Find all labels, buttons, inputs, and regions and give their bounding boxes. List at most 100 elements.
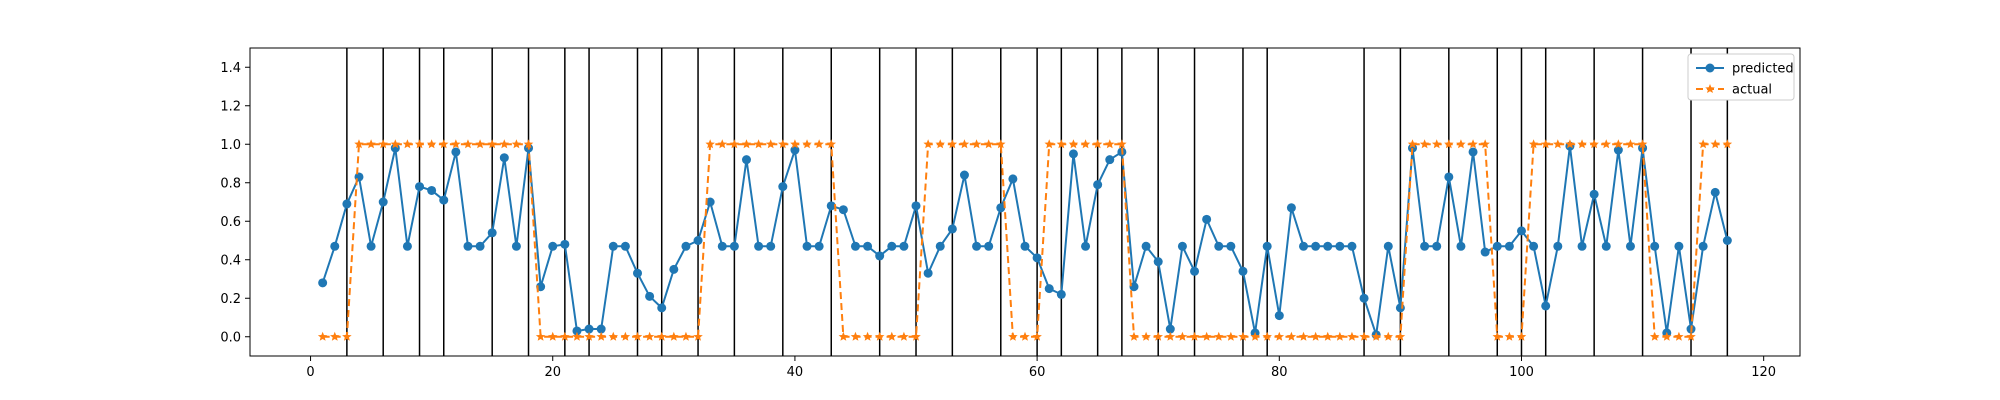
actual-point xyxy=(1710,139,1720,149)
predicted-point xyxy=(1020,241,1030,251)
predicted-point xyxy=(463,241,473,251)
predicted-point xyxy=(318,278,328,288)
actual-point xyxy=(1226,331,1236,341)
actual-point xyxy=(378,139,388,149)
x-tick-label: 20 xyxy=(544,365,561,380)
actual-point xyxy=(862,331,873,341)
predicted-point xyxy=(1226,241,1236,251)
actual-point xyxy=(753,139,764,149)
actual-point xyxy=(1165,331,1176,341)
actual-point xyxy=(1177,331,1188,341)
predicted-point xyxy=(427,185,437,195)
actual-point xyxy=(1080,139,1091,149)
actual-point xyxy=(1347,331,1357,341)
actual-point xyxy=(1540,139,1551,149)
actual-point xyxy=(959,139,970,149)
actual-point xyxy=(1674,331,1684,341)
actual-point xyxy=(1662,331,1672,341)
predicted-point xyxy=(1529,241,1539,251)
predicted-point xyxy=(899,241,909,251)
predicted-point xyxy=(1625,241,1635,251)
x-tick-label: 40 xyxy=(787,365,804,380)
predicted-point xyxy=(1105,155,1115,165)
predicted-point xyxy=(790,145,800,155)
actual-point xyxy=(1637,139,1648,149)
predicted-point xyxy=(1347,241,1357,251)
predicted-point xyxy=(657,303,667,313)
predicted-point xyxy=(1129,282,1139,292)
predicted-point xyxy=(1650,241,1660,251)
x-tick-label: 0 xyxy=(306,365,314,380)
predicted-point xyxy=(1093,180,1103,190)
actual-point xyxy=(1419,139,1430,149)
predicted-point xyxy=(1274,311,1284,321)
plot-area xyxy=(317,48,1733,356)
predicted-point xyxy=(499,153,509,163)
predicted-point xyxy=(1032,253,1042,263)
y-tick-label: 0.6 xyxy=(220,215,241,230)
actual-point xyxy=(693,331,703,341)
actual-point xyxy=(1032,331,1042,341)
predicted-point xyxy=(366,241,376,251)
predicted-point xyxy=(1395,303,1405,313)
predicted-point xyxy=(754,241,764,251)
legend-box xyxy=(1687,53,1795,101)
actual-point xyxy=(996,139,1006,149)
actual-point xyxy=(669,331,679,341)
predicted-point xyxy=(1202,214,1212,224)
actual-point xyxy=(511,139,522,149)
predicted-point xyxy=(1177,241,1187,251)
actual-point xyxy=(1359,331,1369,341)
actual-point xyxy=(1322,331,1333,341)
predicted-point xyxy=(1238,266,1248,276)
actual-point xyxy=(1528,139,1539,149)
actual-point xyxy=(1686,331,1696,341)
predicted-point xyxy=(875,251,885,261)
actual-point xyxy=(778,139,788,149)
actual-point xyxy=(560,331,570,341)
actual-point xyxy=(1589,139,1599,149)
actual-point xyxy=(1213,331,1224,341)
predicted-point xyxy=(766,241,776,251)
actual-point xyxy=(1105,139,1115,149)
predicted-point xyxy=(378,197,388,207)
actual-point xyxy=(802,139,812,149)
actual-point xyxy=(1565,139,1575,149)
actual-point xyxy=(947,139,958,149)
actual-point xyxy=(1613,139,1624,149)
predicted-point xyxy=(850,241,860,251)
predicted-point xyxy=(402,241,412,251)
predicted-point xyxy=(1286,203,1296,213)
legend-predicted-label: predicted xyxy=(1732,62,1794,77)
actual-point xyxy=(426,139,437,149)
legend-predicted-marker xyxy=(1705,63,1715,73)
predicted-point xyxy=(330,241,340,251)
actual-point xyxy=(705,139,715,149)
actual-point xyxy=(1516,331,1527,341)
predicted-point xyxy=(1311,241,1321,251)
actual-point xyxy=(717,139,728,149)
actual-point xyxy=(1068,139,1079,149)
predicted-point xyxy=(826,201,836,211)
predicted-point xyxy=(1698,241,1708,251)
actual-point xyxy=(1274,331,1285,341)
actual-point xyxy=(729,139,740,149)
predicted-point xyxy=(1674,241,1684,251)
predicted-point xyxy=(1141,241,1151,251)
actual-point xyxy=(366,139,376,149)
actual-point xyxy=(1698,139,1708,149)
predicted-point xyxy=(1165,324,1175,334)
actual-point xyxy=(1601,139,1612,149)
actual-point xyxy=(1141,331,1151,341)
actual-point xyxy=(1577,139,1587,149)
predicted-point xyxy=(1480,247,1490,257)
actual-point xyxy=(983,139,994,149)
legend-actual-marker xyxy=(1705,84,1715,94)
predicted-point xyxy=(487,228,497,238)
actual-point xyxy=(523,139,534,149)
predicted-point xyxy=(1601,241,1611,251)
actual-point xyxy=(1407,139,1418,149)
y-tick-label: 0.0 xyxy=(220,330,241,345)
actual-point xyxy=(923,139,933,149)
